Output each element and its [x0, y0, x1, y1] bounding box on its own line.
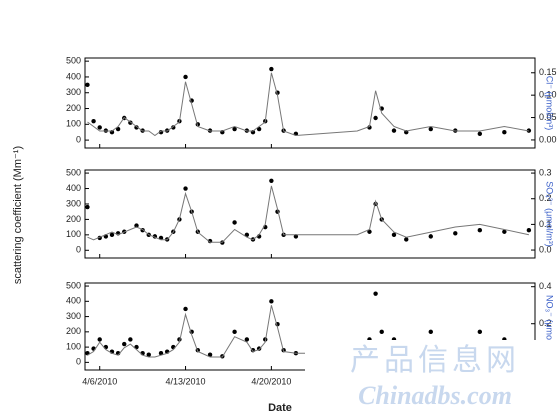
data-point: [256, 126, 262, 132]
y-tick-label: 0: [76, 134, 81, 144]
y-tick-label: 500: [66, 167, 81, 177]
data-point: [453, 231, 458, 236]
y2-tick-label: 0.10: [539, 90, 557, 100]
data-point: [232, 126, 237, 132]
y2-tick-label: 0.0: [539, 244, 552, 254]
x-tick-label: 4/20/2010: [251, 376, 291, 386]
y-tick-label: 200: [66, 214, 81, 224]
data-line: [87, 305, 358, 358]
y-tick-label: 400: [66, 183, 81, 193]
data-point: [367, 229, 372, 234]
y-tick-label: 200: [66, 103, 81, 113]
x-tick-label: 4/13/2010: [166, 376, 206, 386]
data-point: [404, 237, 409, 242]
data-point: [115, 126, 121, 132]
data-point: [428, 126, 433, 132]
watermark-en: Chinadbs.com: [358, 381, 512, 410]
data-point: [477, 131, 483, 136]
data-point: [428, 234, 433, 239]
data-point: [171, 125, 176, 130]
y2-tick-label: 0.05: [539, 112, 557, 122]
data-point: [379, 329, 384, 335]
y2-tick-label: 0.2: [539, 318, 552, 328]
data-point: [128, 337, 133, 342]
data-point: [85, 82, 90, 88]
plot-frame: [84, 169, 536, 259]
data-point: [232, 220, 237, 225]
y2-tick-label: 0.00: [539, 134, 557, 144]
data-point: [97, 337, 102, 342]
y2-tick-label: 0.1: [539, 219, 552, 229]
data-point: [391, 128, 397, 133]
data-point: [244, 337, 250, 342]
data-point: [134, 223, 139, 228]
y2-tick-label: 0.2: [539, 193, 552, 203]
data-point: [477, 228, 483, 233]
data-point: [207, 352, 213, 357]
plot-frame: [84, 57, 536, 149]
data-point: [158, 351, 164, 356]
y-tick-label: 200: [66, 326, 81, 336]
data-point: [502, 229, 507, 234]
data-point: [97, 125, 102, 130]
data-point: [526, 228, 532, 233]
y2-axis-label: NO₃⁻ (μmol/m³): [545, 295, 555, 358]
y2-tick-label: 0.15: [539, 67, 557, 77]
data-point: [477, 329, 483, 335]
y-tick-label: 300: [66, 87, 81, 97]
y-tick-label: 100: [66, 119, 81, 129]
data-point: [183, 306, 188, 312]
y-tick-label: 100: [66, 229, 81, 239]
data-point: [373, 115, 378, 121]
data-point: [373, 291, 378, 296]
data-line: [87, 72, 529, 137]
y-tick-label: 100: [66, 341, 81, 351]
watermark-cn: 产品信息网: [350, 344, 520, 377]
data-point: [232, 329, 237, 335]
y-axis-label: scattering coefficient (Mm⁻¹): [12, 146, 24, 284]
y2-tick-label: 0.3: [539, 167, 552, 177]
y2-axis-label: SO₄²⁻ (μmol/m³): [545, 181, 555, 247]
data-point: [391, 232, 397, 238]
data-point: [269, 66, 274, 72]
y2-axis-label: Cl⁻ (μmol/m³): [545, 76, 555, 130]
x-tick-label: 4/6/2010: [82, 376, 117, 386]
data-point: [293, 234, 299, 239]
data-point: [122, 341, 127, 347]
y-tick-label: 500: [66, 280, 81, 290]
y2-tick-label: 0.4: [539, 281, 552, 291]
y-tick-label: 400: [66, 296, 81, 306]
data-point: [502, 130, 507, 135]
data-point: [146, 352, 151, 357]
y-tick-label: 500: [66, 56, 81, 66]
data-point: [85, 204, 90, 210]
y-tick-label: 300: [66, 311, 81, 321]
data-point: [183, 74, 188, 80]
x-axis-label: Date: [268, 402, 292, 414]
y-tick-label: 300: [66, 198, 81, 208]
y-tick-label: 400: [66, 71, 81, 81]
data-point: [269, 299, 274, 304]
data-point: [109, 232, 115, 238]
data-point: [428, 329, 433, 335]
data-point: [134, 125, 139, 130]
y-tick-label: 0: [76, 245, 81, 255]
data-point: [367, 125, 372, 130]
data-point: [183, 186, 188, 191]
data-point: [269, 178, 274, 184]
data-point: [91, 118, 96, 124]
data-line: [87, 185, 530, 243]
watermark-box: [305, 340, 557, 417]
y-tick-label: 0: [76, 357, 81, 367]
